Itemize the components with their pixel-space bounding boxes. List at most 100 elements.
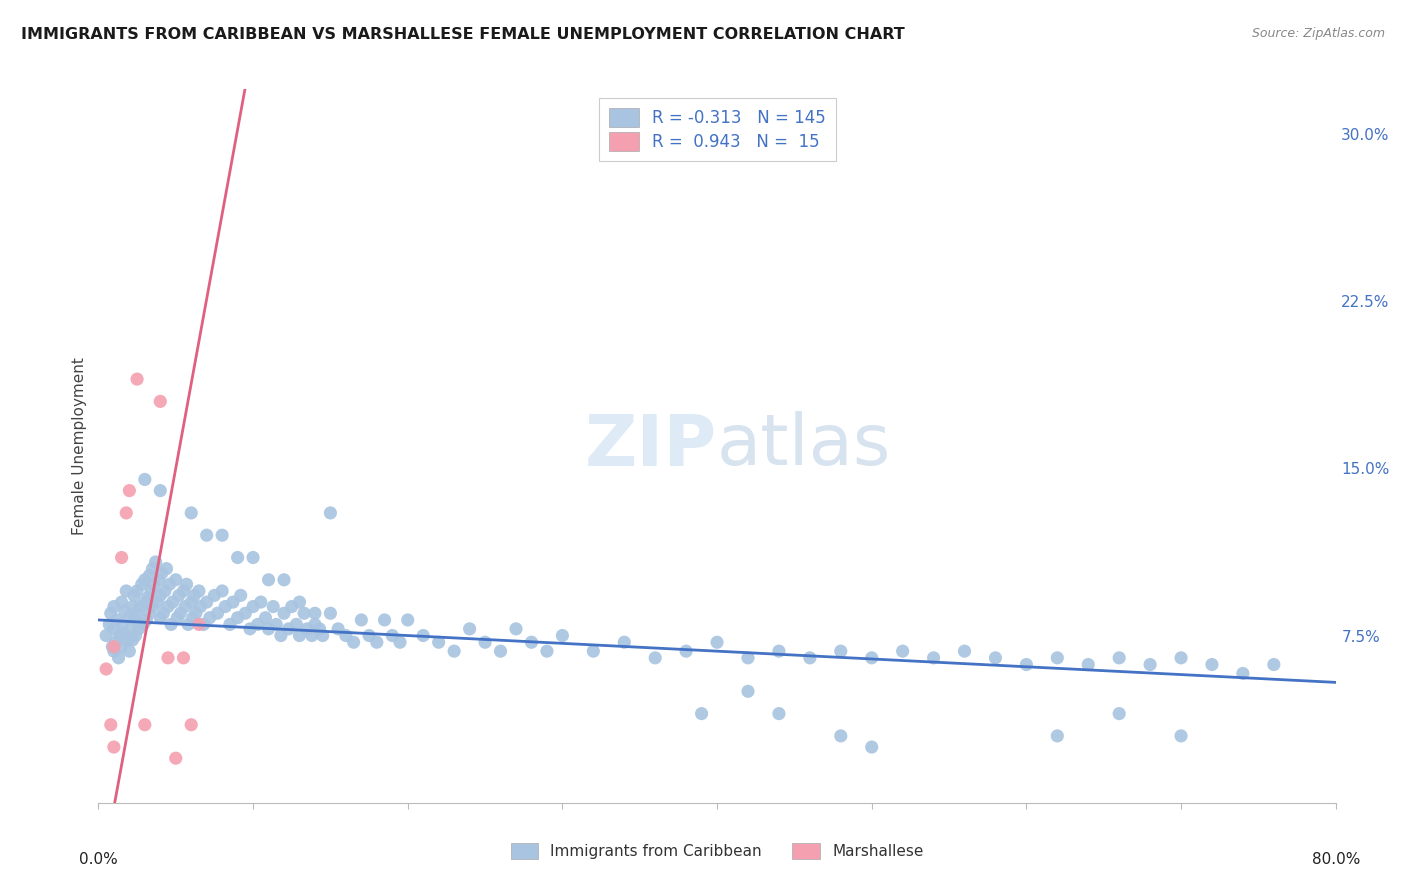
- Point: [1077, 657, 1099, 672]
- Point: [150, 566, 173, 581]
- Point: [381, 628, 404, 642]
- Point: [108, 628, 131, 642]
- Point: [551, 628, 574, 642]
- Point: [366, 635, 388, 649]
- Point: [891, 644, 914, 658]
- Point: [104, 635, 127, 649]
- Point: [1108, 706, 1130, 721]
- Point: [111, 595, 134, 609]
- Text: 0.0%: 0.0%: [79, 852, 118, 867]
- Point: [180, 717, 202, 731]
- Point: [103, 740, 125, 755]
- Point: [1046, 651, 1069, 665]
- Point: [96, 662, 118, 676]
- Point: [357, 628, 380, 642]
- Point: [229, 589, 252, 603]
- Point: [143, 577, 166, 591]
- Point: [257, 573, 280, 587]
- Point: [246, 617, 269, 632]
- Point: [159, 577, 181, 591]
- Point: [308, 622, 330, 636]
- Point: [319, 506, 342, 520]
- Point: [127, 607, 149, 621]
- Point: [146, 595, 169, 609]
- Point: [111, 550, 134, 565]
- Point: [134, 573, 156, 587]
- Point: [118, 644, 141, 658]
- Point: [122, 610, 145, 624]
- Point: [190, 599, 212, 614]
- Point: [103, 599, 125, 614]
- Point: [198, 610, 221, 624]
- Point: [149, 394, 172, 409]
- Point: [860, 740, 883, 755]
- Point: [180, 506, 202, 520]
- Point: [135, 613, 157, 627]
- Point: [675, 644, 697, 658]
- Point: [1201, 657, 1223, 672]
- Text: 80.0%: 80.0%: [1312, 852, 1360, 867]
- Point: [304, 607, 326, 621]
- Point: [613, 635, 636, 649]
- Point: [115, 506, 138, 520]
- Point: [830, 644, 852, 658]
- Point: [166, 610, 188, 624]
- Point: [204, 589, 226, 603]
- Point: [181, 610, 204, 624]
- Point: [173, 651, 195, 665]
- Point: [145, 555, 167, 569]
- Point: [505, 622, 527, 636]
- Point: [134, 473, 156, 487]
- Point: [412, 628, 434, 642]
- Point: [396, 613, 419, 627]
- Point: [124, 628, 146, 642]
- Point: [128, 622, 150, 636]
- Point: [1232, 666, 1254, 681]
- Point: [195, 528, 218, 542]
- Point: [768, 706, 790, 721]
- Point: [644, 651, 666, 665]
- Point: [984, 651, 1007, 665]
- Point: [118, 483, 141, 498]
- Point: [173, 583, 195, 598]
- Point: [235, 607, 257, 621]
- Point: [211, 528, 233, 542]
- Point: [155, 562, 177, 576]
- Point: [1170, 729, 1192, 743]
- Point: [520, 635, 543, 649]
- Point: [101, 640, 124, 654]
- Point: [1015, 657, 1038, 672]
- Point: [127, 372, 149, 386]
- Point: [953, 644, 976, 658]
- Point: [160, 617, 183, 632]
- Point: [134, 595, 156, 609]
- Point: [257, 622, 280, 636]
- Point: [219, 617, 242, 632]
- Text: Source: ZipAtlas.com: Source: ZipAtlas.com: [1251, 27, 1385, 40]
- Point: [301, 628, 323, 642]
- Point: [277, 622, 299, 636]
- Point: [285, 617, 308, 632]
- Point: [188, 617, 211, 632]
- Point: [254, 610, 277, 624]
- Point: [226, 550, 249, 565]
- Point: [319, 607, 342, 621]
- Point: [214, 599, 236, 614]
- Point: [1046, 729, 1069, 743]
- Point: [139, 583, 162, 598]
- Point: [427, 635, 450, 649]
- Point: [458, 622, 481, 636]
- Point: [174, 599, 197, 614]
- Point: [111, 617, 134, 632]
- Point: [183, 589, 205, 603]
- Point: [152, 607, 174, 621]
- Point: [242, 550, 264, 565]
- Point: [193, 617, 215, 632]
- Point: [273, 607, 295, 621]
- Point: [211, 583, 233, 598]
- Point: [474, 635, 496, 649]
- Point: [922, 651, 945, 665]
- Point: [131, 577, 153, 591]
- Point: [266, 617, 288, 632]
- Point: [374, 613, 396, 627]
